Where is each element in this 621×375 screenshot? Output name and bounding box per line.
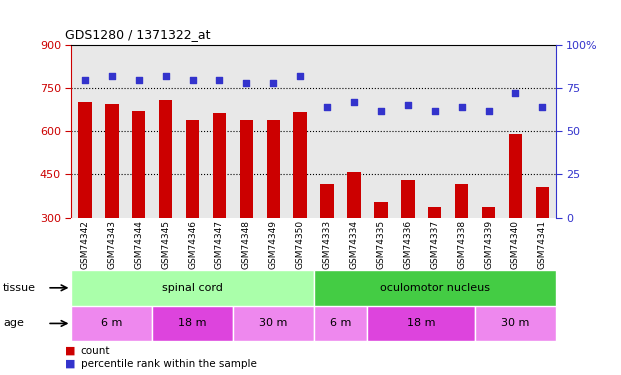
Text: 18 m: 18 m: [178, 318, 207, 328]
Bar: [368, 306, 475, 341]
Bar: [401, 180, 414, 218]
Point: [484, 108, 494, 114]
Bar: [78, 102, 92, 218]
Text: GDS1280 / 1371322_at: GDS1280 / 1371322_at: [65, 28, 211, 41]
Point: [456, 104, 466, 110]
Point: [80, 76, 90, 82]
Bar: [455, 184, 468, 218]
Bar: [186, 120, 199, 218]
Text: GSM74338: GSM74338: [457, 220, 466, 269]
Bar: [294, 112, 307, 218]
Text: GSM74339: GSM74339: [484, 220, 493, 269]
Point: [107, 73, 117, 79]
Bar: [428, 207, 442, 218]
Bar: [212, 112, 226, 218]
Text: GSM74340: GSM74340: [511, 220, 520, 269]
Text: spinal cord: spinal cord: [162, 283, 223, 293]
Point: [295, 73, 305, 79]
Text: GSM74346: GSM74346: [188, 220, 197, 269]
Text: GSM74342: GSM74342: [80, 220, 89, 269]
Text: 30 m: 30 m: [501, 318, 530, 328]
Bar: [159, 100, 172, 218]
Text: tissue: tissue: [3, 283, 36, 293]
Point: [268, 80, 278, 86]
Point: [349, 99, 359, 105]
Bar: [152, 306, 233, 341]
Text: GSM74335: GSM74335: [376, 220, 386, 269]
Bar: [509, 134, 522, 218]
Point: [322, 104, 332, 110]
Bar: [71, 306, 152, 341]
Point: [134, 76, 143, 82]
Text: ■: ■: [65, 346, 76, 355]
Text: GSM74343: GSM74343: [107, 220, 116, 269]
Point: [188, 76, 197, 82]
Text: GSM74333: GSM74333: [322, 220, 332, 269]
Point: [430, 108, 440, 114]
Text: 30 m: 30 m: [259, 318, 288, 328]
Text: ■: ■: [65, 359, 76, 369]
Text: GSM74345: GSM74345: [161, 220, 170, 269]
Bar: [475, 306, 556, 341]
Point: [214, 76, 224, 82]
Text: GSM74337: GSM74337: [430, 220, 439, 269]
Point: [537, 104, 547, 110]
Point: [242, 80, 252, 86]
Text: 18 m: 18 m: [407, 318, 435, 328]
Bar: [320, 184, 334, 218]
Point: [161, 73, 171, 79]
Text: GSM74348: GSM74348: [242, 220, 251, 269]
Text: 6 m: 6 m: [101, 318, 122, 328]
Text: GSM74344: GSM74344: [134, 220, 143, 269]
Text: GSM74349: GSM74349: [269, 220, 278, 269]
Bar: [105, 104, 119, 218]
Bar: [240, 120, 253, 218]
Text: GSM74347: GSM74347: [215, 220, 224, 269]
Bar: [374, 202, 388, 217]
Text: oculomotor nucleus: oculomotor nucleus: [379, 283, 490, 293]
Text: percentile rank within the sample: percentile rank within the sample: [81, 359, 256, 369]
Bar: [132, 111, 145, 218]
Text: GSM74341: GSM74341: [538, 220, 547, 269]
Text: GSM74336: GSM74336: [403, 220, 412, 269]
Bar: [347, 171, 361, 217]
Text: GSM74350: GSM74350: [296, 220, 305, 269]
Bar: [314, 270, 556, 306]
Point: [510, 90, 520, 96]
Bar: [71, 270, 314, 306]
Bar: [233, 306, 314, 341]
Bar: [314, 306, 368, 341]
Bar: [535, 188, 549, 218]
Bar: [266, 120, 280, 218]
Text: count: count: [81, 346, 111, 355]
Bar: [482, 207, 495, 218]
Point: [403, 102, 413, 108]
Point: [376, 108, 386, 114]
Text: GSM74334: GSM74334: [350, 220, 358, 269]
Text: 6 m: 6 m: [330, 318, 351, 328]
Text: age: age: [3, 318, 24, 328]
